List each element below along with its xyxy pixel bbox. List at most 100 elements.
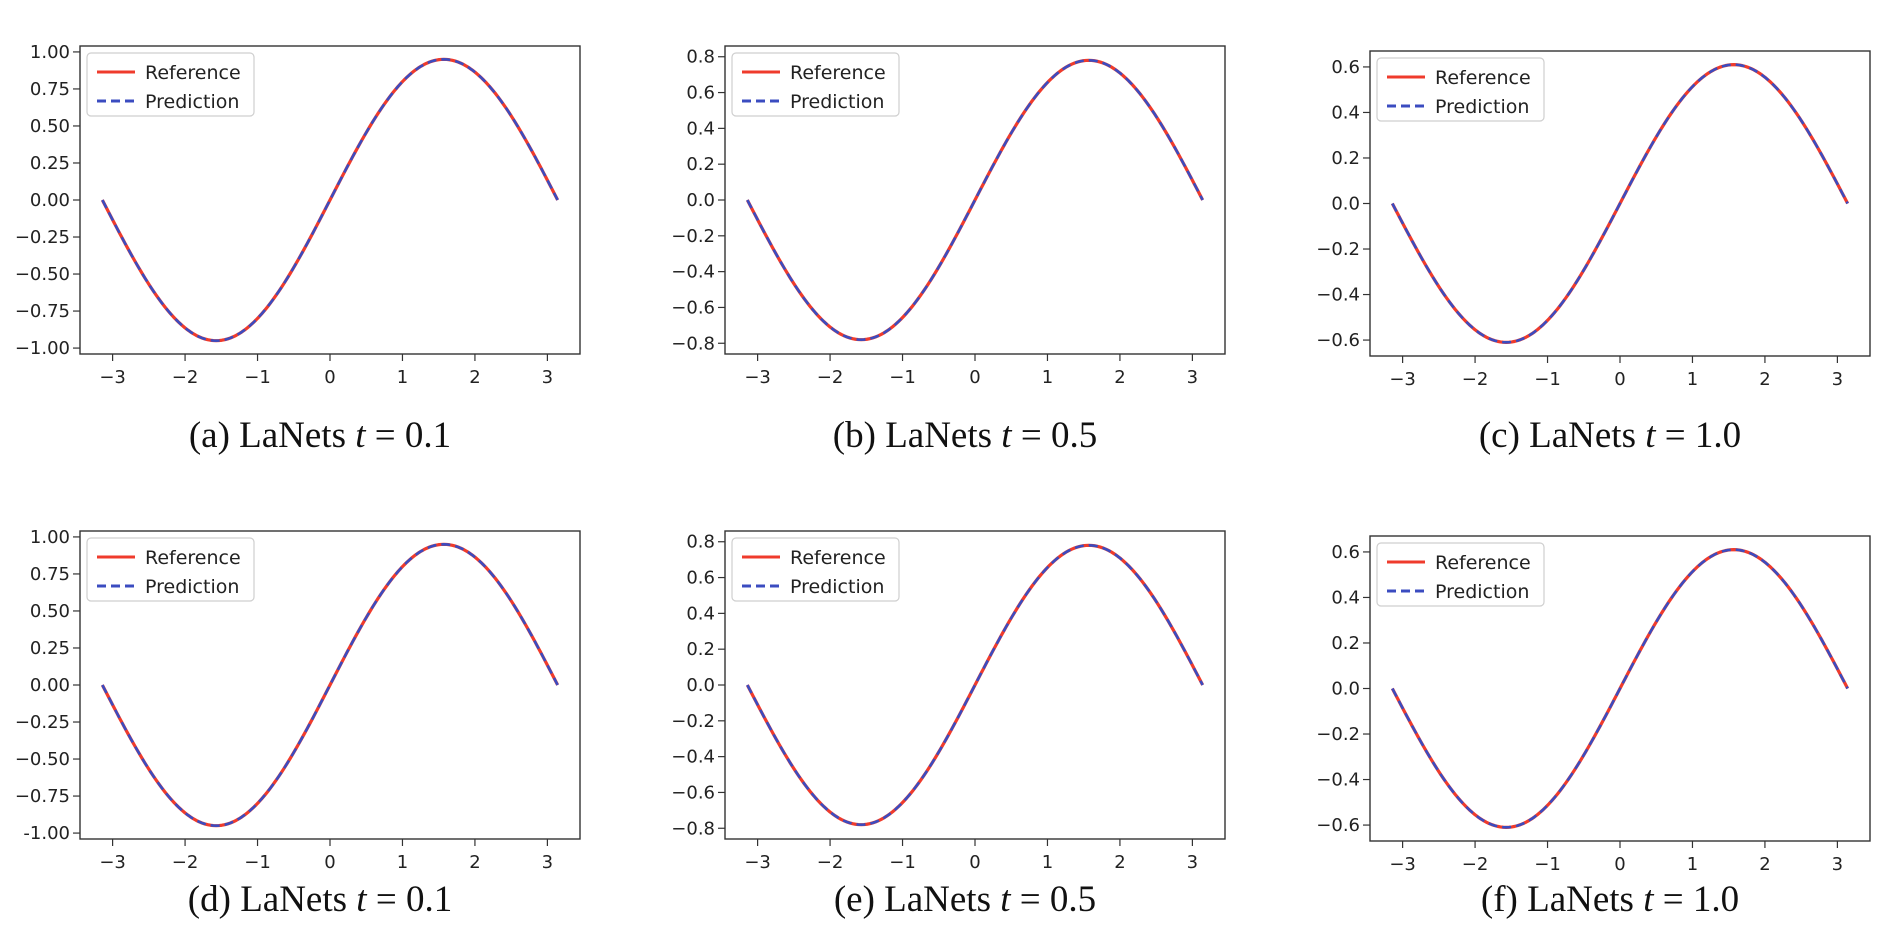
caption-variable: t bbox=[1643, 879, 1655, 920]
x-tick-label: 0 bbox=[1614, 369, 1625, 390]
y-tick-label: −0.6 bbox=[671, 297, 715, 318]
y-tick-label: −0.2 bbox=[671, 711, 715, 732]
x-tick-label: 1 bbox=[1042, 852, 1053, 873]
y-tick-label: 0.75 bbox=[30, 564, 70, 585]
x-tick-label: 3 bbox=[1832, 854, 1843, 875]
panel-caption: (a) LaNets t = 0.1 bbox=[189, 415, 451, 456]
legend: Reference Prediction bbox=[731, 52, 900, 117]
y-tick-label: −0.50 bbox=[15, 749, 70, 770]
x-tick-label: 1 bbox=[1042, 367, 1053, 388]
y-tick-label: 0.2 bbox=[686, 639, 715, 660]
y-tick-label: −0.2 bbox=[1316, 724, 1360, 745]
caption-label: (a) LaNets bbox=[189, 415, 355, 456]
prediction-line bbox=[1391, 548, 1849, 829]
prediction-legend-label: Prediction bbox=[790, 576, 884, 598]
chart-panel: −0.8 −0.6 −0.4 −0.2 0.0 0.2 0.4 0.6 0.8 −3 −2 −1 0 1 2… bbox=[671, 530, 1226, 920]
x-tick-label: 1 bbox=[1687, 854, 1698, 875]
x-tick-label: −3 bbox=[1389, 854, 1416, 875]
panel-caption: (d) LaNets t = 0.1 bbox=[188, 879, 452, 920]
x-tick-label: 3 bbox=[542, 367, 553, 388]
legend: Reference Prediction bbox=[731, 537, 900, 602]
y-tick-label: 0.2 bbox=[686, 154, 715, 175]
y-tick-label: −0.75 bbox=[15, 301, 70, 322]
reference-legend-label: Reference bbox=[1435, 67, 1531, 89]
x-tick-label: 2 bbox=[1114, 852, 1125, 873]
y-tick-label: −0.6 bbox=[1316, 330, 1360, 351]
caption-variable: t bbox=[355, 415, 367, 456]
y-tick-label: −0.8 bbox=[671, 818, 715, 839]
x-tick-label: −3 bbox=[99, 367, 126, 388]
prediction-legend-label: Prediction bbox=[1435, 96, 1529, 118]
prediction-line bbox=[1391, 63, 1849, 344]
caption-label: (f) LaNets bbox=[1481, 879, 1643, 920]
y-tick-label: 0.50 bbox=[30, 116, 70, 137]
reference-legend-label: Reference bbox=[1435, 552, 1531, 574]
y-tick-label: −0.4 bbox=[671, 262, 715, 283]
y-tick-label: −0.25 bbox=[15, 227, 70, 248]
chart-panel: -1.00 −0.75 −0.50 −0.25 0.00 0.25 0.50 0.75 1.00… bbox=[15, 527, 581, 920]
y-tick-label: 0.25 bbox=[30, 638, 70, 659]
y-tick-label: −0.75 bbox=[15, 786, 70, 807]
panel-caption: (f) LaNets t = 1.0 bbox=[1481, 879, 1739, 920]
y-tick-label: −1.00 bbox=[15, 338, 70, 359]
y-tick-label: 0.50 bbox=[30, 601, 70, 622]
legend: Reference Prediction bbox=[86, 537, 255, 602]
x-tick-label: −1 bbox=[244, 367, 271, 388]
prediction-legend-label: Prediction bbox=[145, 576, 239, 598]
caption-variable: t bbox=[356, 879, 368, 920]
x-tick-label: 2 bbox=[1759, 369, 1770, 390]
x-tick-label: 0 bbox=[1614, 854, 1625, 875]
y-tick-label: 0.6 bbox=[686, 83, 715, 104]
y-tick-label: 0.8 bbox=[686, 532, 715, 553]
caption-value: = 0.1 bbox=[366, 415, 452, 456]
chart-panel: −1.00 −0.75 −0.50 −0.25 0.00 0.25 0.50 0.75 1.00… bbox=[15, 42, 581, 456]
caption-value: = 1.0 bbox=[1656, 415, 1742, 456]
y-tick-label: 0.4 bbox=[686, 118, 715, 139]
y-tick-label: −0.25 bbox=[15, 712, 70, 733]
x-tick-label: −2 bbox=[172, 852, 199, 873]
y-tick-label: 0.4 bbox=[686, 603, 715, 624]
caption-label: (e) LaNets bbox=[834, 879, 1000, 920]
caption-value: = 0.5 bbox=[1012, 415, 1098, 456]
y-tick-label: 0.2 bbox=[1331, 148, 1360, 169]
legend: Reference Prediction bbox=[86, 52, 255, 117]
x-tick-label: 2 bbox=[469, 367, 480, 388]
caption-variable: t bbox=[1000, 879, 1012, 920]
panel-caption: (b) LaNets t = 0.5 bbox=[833, 415, 1097, 456]
caption-label: (b) LaNets bbox=[833, 415, 1002, 456]
x-tick-label: −2 bbox=[1462, 854, 1489, 875]
prediction-line bbox=[746, 544, 1204, 826]
caption-variable: t bbox=[1645, 415, 1657, 456]
y-tick-label: 0.00 bbox=[30, 675, 70, 696]
reference-legend-label: Reference bbox=[790, 62, 886, 84]
x-tick-label: −3 bbox=[99, 852, 126, 873]
y-tick-label: −0.2 bbox=[671, 226, 715, 247]
y-tick-label: −0.4 bbox=[1316, 770, 1360, 791]
y-tick-label: 0.2 bbox=[1331, 633, 1360, 654]
panel-caption: (e) LaNets t = 0.5 bbox=[834, 879, 1096, 920]
x-tick-label: 3 bbox=[1187, 367, 1198, 388]
prediction-legend-label: Prediction bbox=[790, 91, 884, 113]
plot-frame bbox=[1369, 535, 1871, 842]
x-tick-label: −2 bbox=[817, 367, 844, 388]
x-tick-label: 1 bbox=[1687, 369, 1698, 390]
y-tick-label: 0.0 bbox=[686, 675, 715, 696]
x-tick-label: 0 bbox=[324, 367, 335, 388]
y-tick-label: 0.4 bbox=[1331, 587, 1360, 608]
prediction-line bbox=[746, 59, 1204, 341]
caption-label: (d) LaNets bbox=[188, 879, 357, 920]
x-tick-label: −1 bbox=[889, 852, 916, 873]
y-tick-label: 0.0 bbox=[1331, 679, 1360, 700]
caption-value: = 0.1 bbox=[367, 879, 453, 920]
reference-legend-label: Reference bbox=[790, 547, 886, 569]
x-tick-label: 3 bbox=[542, 852, 553, 873]
x-tick-label: −3 bbox=[744, 852, 771, 873]
x-tick-label: 0 bbox=[969, 852, 980, 873]
caption-label: (c) LaNets bbox=[1479, 415, 1645, 456]
x-tick-label: 2 bbox=[1759, 854, 1770, 875]
x-tick-label: 1 bbox=[397, 367, 408, 388]
y-tick-label: 0.4 bbox=[1331, 102, 1360, 123]
x-tick-label: −1 bbox=[1534, 854, 1561, 875]
x-tick-label: 0 bbox=[969, 367, 980, 388]
plot-frame bbox=[724, 45, 1226, 355]
